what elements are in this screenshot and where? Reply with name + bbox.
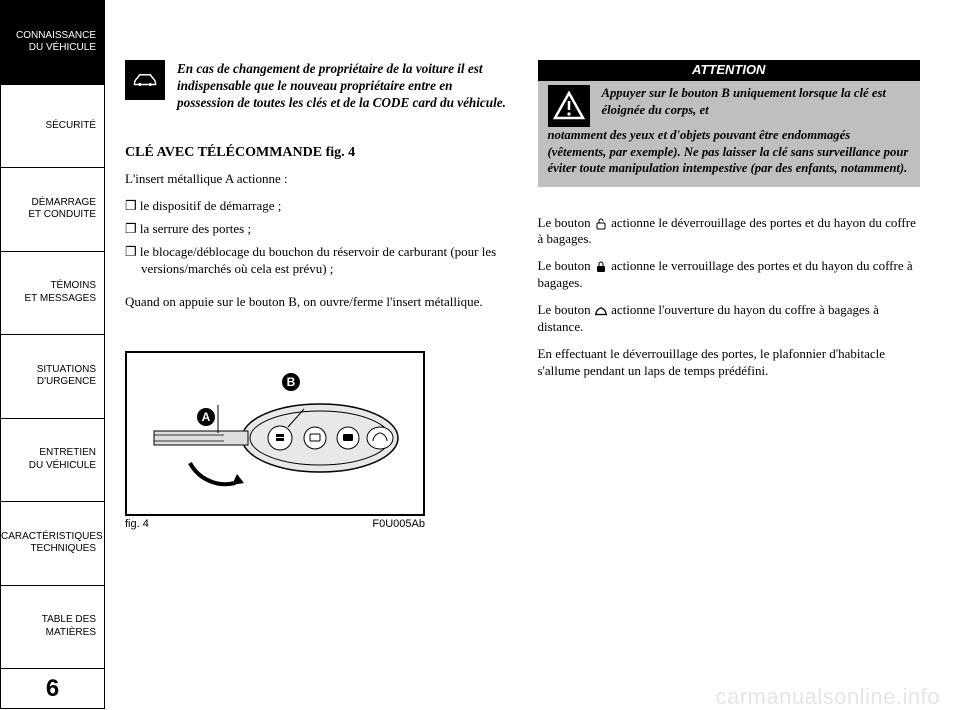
notice-block: En cas de changement de propriétaire de … <box>125 60 508 111</box>
notice-text: En cas de changement de propriétaire de … <box>177 60 508 111</box>
tab-label: TECHNIQUES <box>1 543 96 556</box>
attention-panel: ATTENTION Appuyer sur le bouton B unique… <box>538 60 921 187</box>
tab-label: ET CONDUITE <box>1 209 96 222</box>
lock-icon <box>594 261 608 273</box>
tab-label: D'URGENCE <box>1 376 96 389</box>
tab-label: ET MESSAGES <box>1 293 96 306</box>
text: Le bouton <box>538 302 594 317</box>
figure-key: A B <box>125 351 425 516</box>
watermark: carmanualsonline.info <box>715 684 940 710</box>
left-column: En cas de changement de propriétaire de … <box>125 60 508 699</box>
sidebar-item-situations[interactable]: SITUATIONS D'URGENCE <box>0 335 105 419</box>
text: Le bouton <box>538 258 594 273</box>
tab-label: CONNAISSANCE <box>1 30 96 43</box>
trunk-icon <box>594 305 608 317</box>
tab-label: CARACTÉRISTIQUES <box>1 531 96 544</box>
paragraph: Le bouton actionne le déverrouillage des… <box>538 215 921 249</box>
tab-label: ENTRETIEN <box>1 447 96 460</box>
tab-label: TÉMOINS <box>1 280 96 293</box>
key-illustration-icon <box>140 363 410 503</box>
list-item: le dispositif de démarrage ; <box>125 198 508 215</box>
warning-triangle-icon <box>548 85 590 127</box>
paragraph: Quand on appuie sur le bouton B, on ouvr… <box>125 294 508 311</box>
paragraph: Le bouton actionne le verrouillage des p… <box>538 258 921 292</box>
manual-page: CONNAISSANCE DU VÉHICULE SÉCURITÉ DÉMARR… <box>0 0 960 709</box>
paragraph: Le bouton actionne l'ouverture du hayon … <box>538 302 921 336</box>
car-icon <box>125 60 165 100</box>
attention-header: ATTENTION <box>538 60 921 81</box>
sidebar-item-connaissance[interactable]: CONNAISSANCE DU VÉHICULE <box>0 0 105 85</box>
page-number: 6 <box>0 669 105 709</box>
sidebar-item-caracteristiques[interactable]: CARACTÉRISTIQUES TECHNIQUES <box>0 502 105 586</box>
tab-label: SÉCURITÉ <box>1 120 96 133</box>
unlock-icon <box>594 218 608 230</box>
tab-label: SITUATIONS <box>1 364 96 377</box>
sidebar-item-entretien[interactable]: ENTRETIEN DU VÉHICULE <box>0 419 105 503</box>
sidebar-item-securite[interactable]: SÉCURITÉ <box>0 85 105 169</box>
figure-code: F0U005Ab <box>372 518 425 530</box>
tab-label: DU VÉHICULE <box>1 460 96 473</box>
marker-a: A <box>197 408 215 426</box>
figure-caption: fig. 4 <box>125 518 149 530</box>
tab-label: TABLE DES <box>1 614 96 627</box>
right-column: ATTENTION Appuyer sur le bouton B unique… <box>538 60 921 699</box>
paragraph: En effectuant le déverrouillage des port… <box>538 346 921 380</box>
sidebar-tabs: CONNAISSANCE DU VÉHICULE SÉCURITÉ DÉMARR… <box>0 0 105 709</box>
marker-b: B <box>282 373 300 391</box>
list-item: le blocage/déblocage du bouchon du réser… <box>125 244 508 278</box>
section-heading: CLÉ AVEC TÉLÉCOMMANDE fig. 4 <box>125 145 508 161</box>
text: Le bouton <box>538 215 594 230</box>
intro-text: L'insert métallique A actionne : <box>125 171 508 188</box>
tab-label: MATIÈRES <box>1 627 96 640</box>
sidebar-item-demarrage[interactable]: DÉMARRAGE ET CONDUITE <box>0 168 105 252</box>
bullet-list: le dispositif de démarrage ; la serrure … <box>125 198 508 284</box>
content-area: En cas de changement de propriétaire de … <box>105 0 960 709</box>
list-item: la serrure des portes ; <box>125 221 508 238</box>
sidebar-item-temoins[interactable]: TÉMOINS ET MESSAGES <box>0 252 105 336</box>
figure-caption-row: fig. 4 F0U005Ab <box>125 518 425 530</box>
attention-text: Appuyer sur le bouton B uniquement lorsq… <box>602 85 911 118</box>
sidebar-item-table[interactable]: TABLE DES MATIÈRES <box>0 586 105 670</box>
attention-text-rest: notamment des yeux et d'objets pouvant ê… <box>538 127 921 177</box>
tab-label: DÉMARRAGE <box>1 197 96 210</box>
tab-label: DU VÉHICULE <box>1 42 96 55</box>
